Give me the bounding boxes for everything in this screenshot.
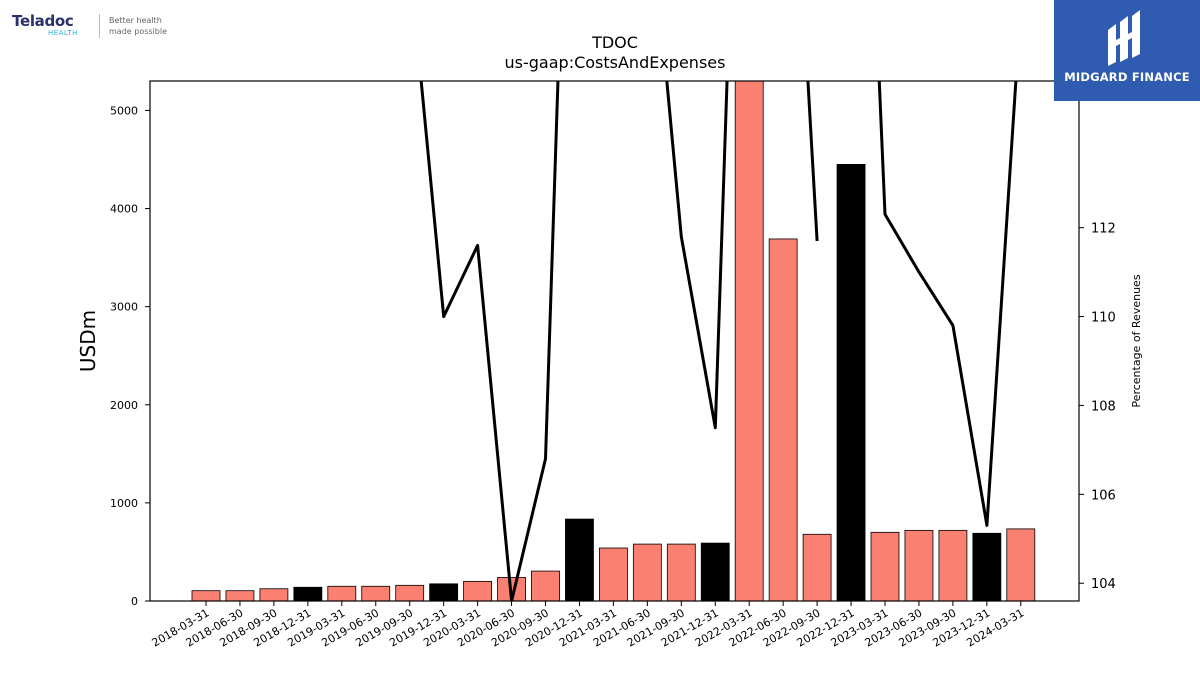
logo-divider bbox=[99, 14, 100, 38]
bar-2018-03-31 bbox=[191, 590, 221, 601]
plot-frame bbox=[149, 80, 1080, 602]
bar-2022-09-30 bbox=[802, 533, 832, 601]
midgard-wordmark: MIDGARD FINANCE bbox=[1064, 70, 1190, 84]
bar-2020-09-30 bbox=[531, 570, 560, 601]
line-group bbox=[419, 81, 1018, 601]
bar-2023-09-30 bbox=[938, 529, 968, 601]
y-tick-label: 0 bbox=[131, 595, 138, 608]
left-axis: 0 1000 2000 3000 4000 5000 bbox=[110, 104, 150, 608]
bar-2018-12-31 bbox=[293, 586, 323, 601]
line-segment-3 bbox=[806, 81, 819, 242]
bar-2019-06-30 bbox=[361, 585, 391, 601]
line-segment-2 bbox=[665, 81, 729, 430]
line-segment-1 bbox=[419, 81, 560, 601]
bar-2021-06-30 bbox=[632, 543, 662, 601]
chart-title: TDOC bbox=[591, 33, 638, 52]
bar-2022-06-30 bbox=[768, 238, 798, 601]
y-tick-label: 5000 bbox=[110, 104, 138, 117]
bar-2020-03-31 bbox=[463, 580, 493, 601]
bars-group bbox=[191, 81, 1036, 601]
teladoc-sub: HEALTH bbox=[48, 29, 78, 37]
bar-2019-03-31 bbox=[327, 585, 357, 601]
bar-2019-12-31 bbox=[429, 583, 459, 601]
right-axis: 104 106 108 110 112 bbox=[1079, 222, 1116, 592]
bar-2024-03-31 bbox=[1006, 528, 1036, 601]
midgard-finance-logo: MIDGARD FINANCE bbox=[1054, 0, 1200, 101]
bar-2021-03-31 bbox=[599, 547, 628, 601]
y-tick-label: 1000 bbox=[110, 497, 138, 510]
line-segment-4 bbox=[877, 81, 1018, 527]
y2-tick-label: 104 bbox=[1091, 577, 1116, 592]
tagline-line-2: made possible bbox=[109, 27, 167, 36]
y2-tick-label: 112 bbox=[1091, 222, 1116, 237]
y2-tick-label: 110 bbox=[1091, 311, 1116, 326]
teladoc-logo: Teladoc HEALTH Better health made possib… bbox=[12, 12, 182, 42]
bar-2020-12-31 bbox=[565, 518, 594, 601]
bar-2023-06-30 bbox=[904, 529, 934, 601]
bar-2021-09-30 bbox=[666, 543, 696, 601]
bar-2021-12-31 bbox=[700, 542, 730, 601]
y-tick-label: 4000 bbox=[110, 203, 138, 216]
bar-2022-03-31 bbox=[734, 81, 764, 601]
y2-axis-label: Percentage of Revenues bbox=[1130, 274, 1143, 407]
bar-2023-12-31 bbox=[972, 532, 1002, 601]
midgard-emblem-icon bbox=[1108, 10, 1140, 66]
y-axis-label: USDm bbox=[76, 310, 100, 372]
y-tick-label: 3000 bbox=[110, 301, 138, 314]
y2-tick-label: 106 bbox=[1091, 488, 1116, 503]
bar-2022-12-31 bbox=[836, 163, 866, 601]
teladoc-tagline: Better health made possible bbox=[109, 15, 189, 37]
y-tick-label: 2000 bbox=[110, 399, 138, 412]
teladoc-wordmark: Teladoc bbox=[12, 12, 74, 30]
tagline-line-1: Better health bbox=[109, 16, 162, 25]
chart-subtitle: us-gaap:CostsAndExpenses bbox=[505, 53, 726, 72]
bar-2019-09-30 bbox=[395, 584, 425, 601]
bar-2023-03-31 bbox=[870, 531, 900, 601]
y2-tick-label: 108 bbox=[1091, 399, 1116, 414]
x-axis: 2018-03-312018-06-302018-09-302018-12-31… bbox=[150, 601, 1026, 650]
bar-2018-06-30 bbox=[225, 590, 255, 601]
bar-2018-09-30 bbox=[259, 588, 289, 601]
